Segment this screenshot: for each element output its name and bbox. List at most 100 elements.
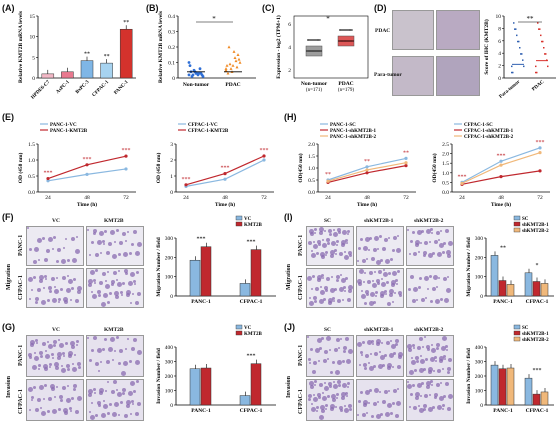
j-ytick-label: 300 xyxy=(475,360,484,366)
cell-stain-dot xyxy=(29,297,32,300)
cell-stain-dot xyxy=(58,339,61,342)
cell-stain-dot xyxy=(365,353,370,358)
cell-stain-dot xyxy=(395,342,399,346)
cell-stain-dot xyxy=(364,272,367,275)
cell-stain-dot xyxy=(407,380,409,383)
cell-stain-dot xyxy=(389,411,393,415)
cell-stain-dot xyxy=(339,405,344,410)
cell-stain-dot xyxy=(429,393,432,396)
cell-stain-dot xyxy=(448,357,453,362)
j-bar xyxy=(532,393,541,406)
cell-stain-dot xyxy=(415,396,420,400)
cell-stain-dot xyxy=(384,293,387,296)
e-left-legend-label: PANC-1-KMT2B xyxy=(50,129,88,134)
cell-stain-dot xyxy=(315,406,319,409)
g-ytick-label: 0 xyxy=(170,403,173,409)
cell-stain-dot xyxy=(410,393,414,397)
i-image-panc1-sc xyxy=(306,226,354,266)
cell-stain-dot xyxy=(368,362,371,365)
cell-stain-dot xyxy=(362,341,366,345)
cell-stain-dot xyxy=(125,400,131,406)
i-col-sh2: shKMT2B-2 xyxy=(414,218,444,224)
cell-stain-dot xyxy=(316,274,322,280)
b-point xyxy=(231,64,235,67)
e-left-ytick-label: 0.0 xyxy=(28,190,35,196)
a-ytick-label: 10 xyxy=(30,35,36,41)
cell-stain-dot xyxy=(397,388,400,390)
cell-stain-dot xyxy=(319,346,323,350)
cell-stain-dot xyxy=(348,250,353,255)
cell-stain-dot xyxy=(94,361,99,366)
cell-stain-dot xyxy=(320,255,325,260)
cell-stain-dot xyxy=(362,246,368,252)
cell-stain-dot xyxy=(324,289,328,293)
j-row-panc1: PANC-1 xyxy=(298,344,304,366)
cell-stain-dot xyxy=(39,354,43,358)
h-right-point xyxy=(499,159,503,163)
h-left-sig: ** xyxy=(403,150,409,156)
panel-label-j: (J) xyxy=(284,322,295,332)
cell-stain-dot xyxy=(443,354,447,358)
cell-stain-dot xyxy=(69,410,72,413)
cell-stain-dot xyxy=(77,366,81,369)
e-left-xtick-label: 72 xyxy=(123,195,129,201)
cell-stain-dot xyxy=(431,347,437,353)
cell-stain-dot xyxy=(315,287,320,292)
cell-stain-dot xyxy=(134,250,140,256)
cell-stain-dot xyxy=(383,390,388,395)
a-sig: ** xyxy=(123,20,129,26)
cell-stain-dot xyxy=(136,241,142,247)
d-point xyxy=(535,65,537,68)
h-left-point xyxy=(326,179,330,183)
cell-stain-dot xyxy=(120,294,123,297)
cell-stain-dot xyxy=(91,291,94,294)
f-side-migration: Migration xyxy=(6,264,12,290)
e-left-ytick-label: 1.5 xyxy=(28,142,35,148)
cell-stain-dot xyxy=(383,237,388,242)
cell-stain-dot xyxy=(34,355,40,361)
cell-stain-dot xyxy=(317,396,321,400)
cell-stain-dot xyxy=(310,348,314,352)
j-image-panc1-sh1 xyxy=(356,335,404,377)
cell-stain-dot xyxy=(379,354,385,360)
g-image-panc1-kmt2b xyxy=(86,335,144,377)
cell-stain-dot xyxy=(343,404,346,407)
cell-stain-dot xyxy=(130,271,136,277)
cell-stain-dot xyxy=(123,361,129,367)
cell-stain-dot xyxy=(407,344,413,350)
e-right-legend-label: CFPAC-1-VC xyxy=(188,123,218,128)
cell-stain-dot xyxy=(366,258,369,261)
cell-stain-dot xyxy=(106,360,111,364)
cell-stain-dot xyxy=(115,336,119,340)
cell-stain-dot xyxy=(318,414,324,420)
cell-stain-dot xyxy=(424,276,430,282)
cell-stain-dot xyxy=(347,349,353,355)
cell-stain-dot xyxy=(313,360,318,365)
b-point xyxy=(229,67,233,70)
cell-stain-dot xyxy=(123,252,129,258)
cell-stain-dot xyxy=(430,380,434,384)
cell-stain-dot xyxy=(391,365,394,368)
cell-stain-dot xyxy=(110,279,115,284)
h-left-point xyxy=(365,171,369,175)
cell-stain-dot xyxy=(370,292,376,298)
cell-stain-dot xyxy=(100,360,103,363)
cell-stain-dot xyxy=(379,391,382,394)
cell-stain-dot xyxy=(135,412,140,416)
cell-stain-dot xyxy=(446,288,452,294)
cell-stain-dot xyxy=(321,273,325,277)
cell-stain-dot xyxy=(438,395,444,401)
cell-stain-dot xyxy=(382,363,386,367)
cell-stain-dot xyxy=(307,241,312,246)
f-ylabel: Migration Number / field xyxy=(156,237,162,296)
cell-stain-dot xyxy=(430,299,434,303)
g-ytick-label: 100 xyxy=(165,389,174,395)
e-right-point xyxy=(262,158,266,162)
h-right-sig: *** xyxy=(497,153,506,159)
h-right-point xyxy=(499,163,503,167)
cell-stain-dot xyxy=(61,368,67,374)
cell-stain-dot xyxy=(311,406,317,412)
cell-stain-dot xyxy=(320,251,326,257)
f-xtick-label: CFPAC-1 xyxy=(240,299,263,305)
cell-stain-dot xyxy=(437,368,442,373)
